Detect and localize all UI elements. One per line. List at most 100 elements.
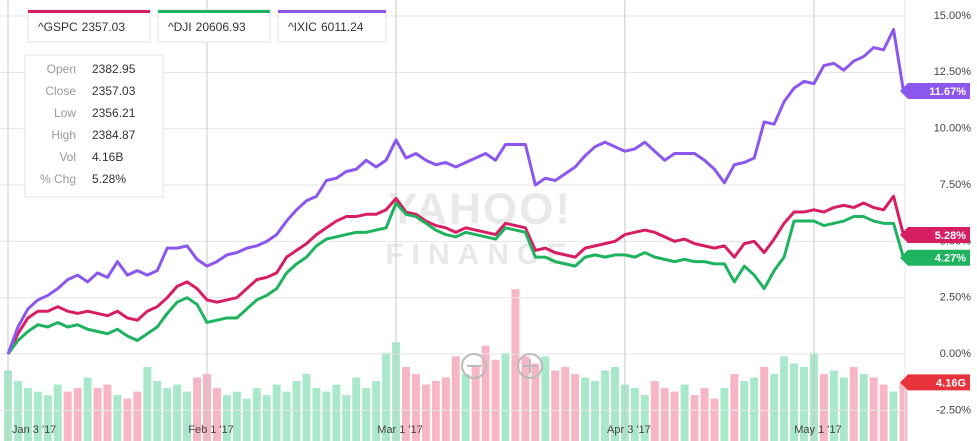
legend-name: ^GSPC [38, 20, 78, 34]
volume-bar [183, 391, 192, 441]
info-value: 2382.95 [92, 62, 136, 76]
volume-bar [322, 391, 331, 441]
volume-bar [780, 356, 789, 441]
info-label: Vol [59, 150, 76, 164]
value-tag: 4.27% [900, 249, 970, 266]
volume-bar [670, 391, 679, 441]
value-tag: 11.67% [900, 83, 970, 100]
volume-bar [700, 388, 709, 441]
volume-bar [252, 388, 261, 441]
volume-bar [163, 388, 172, 441]
info-value: 2357.03 [92, 84, 136, 98]
x-tick-label: Jan 3 '17 [12, 424, 56, 436]
y-tick-label: 7.50% [940, 179, 971, 191]
volume-bar [242, 398, 251, 441]
volume-bar [222, 395, 231, 441]
volume-bar [312, 388, 321, 441]
volume-bar [93, 388, 102, 441]
volume-bar [43, 395, 52, 441]
volume-bar [411, 373, 420, 441]
volume-bar [800, 366, 808, 441]
volume-bar [760, 366, 769, 441]
volume-bar [173, 384, 182, 441]
value-tag-box [900, 227, 970, 244]
info-value: 4.16B [92, 150, 123, 164]
volume-bar [153, 381, 162, 441]
value-tag: 5.28% [900, 227, 970, 244]
volume-bar [571, 373, 580, 441]
info-panel-box [24, 54, 164, 198]
volume-bar [461, 373, 470, 441]
volume-bar [770, 373, 779, 441]
legend-name: ^IXIC [288, 20, 317, 34]
volume-bar [481, 345, 490, 441]
legend-swatch [28, 10, 150, 13]
series-line [6, 194, 905, 355]
value-tag-box [900, 374, 970, 391]
legend-swatch [278, 10, 386, 13]
volume-bar [859, 373, 868, 441]
volume-bar [63, 391, 72, 441]
legend-item[interactable]: ^GSPC 2357.03 [27, 9, 151, 43]
volume-bar [889, 391, 898, 441]
volume-bar [561, 366, 570, 441]
zoom-in-button[interactable] [517, 353, 543, 379]
info-value: 2384.87 [92, 128, 136, 142]
value-tag-label: 5.28% [935, 230, 966, 242]
volume-bar [660, 388, 669, 441]
volume-bar [879, 384, 888, 441]
legend-label: ^GSPC 2357.03 [38, 20, 125, 34]
volume-bar [143, 366, 152, 441]
volume-bar [232, 391, 241, 441]
watermark-text: YAHOO! [388, 185, 572, 234]
volume-bar [690, 395, 699, 441]
info-label: Low [54, 106, 76, 120]
volume-bar [352, 377, 361, 441]
watermark-text: FINANCE [385, 238, 574, 271]
volume-bar [899, 382, 908, 441]
volume-bar [541, 356, 550, 441]
volume-bar [382, 352, 391, 441]
volume-bar [113, 395, 122, 441]
legend-box [27, 9, 151, 43]
legend-box [277, 9, 387, 43]
x-tick-label: Apr 3 '17 [607, 424, 651, 436]
legend: ^GSPC 2357.03 ^DJI 20606.93 ^IXIC 6011.24 [27, 9, 387, 43]
zoom-out-button[interactable] [461, 353, 487, 379]
volume-bar [342, 395, 351, 441]
volume-bar [640, 395, 649, 441]
tags-layer: 5.28% 4.27% 11.67% 4.16G [900, 83, 970, 391]
info-value: 2356.21 [92, 106, 136, 120]
volume-bar [511, 289, 520, 441]
legend-item[interactable]: ^IXIC 6011.24 [277, 9, 387, 43]
legend-price: 6011.24 [321, 20, 364, 34]
volume-bar [123, 398, 132, 441]
volume-bar [282, 391, 291, 441]
volume-bar [730, 373, 739, 441]
volume-bar [471, 366, 480, 441]
lines-layer [6, 28, 905, 355]
legend-swatch [158, 10, 270, 13]
volume-bar [630, 388, 639, 441]
legend-item[interactable]: ^DJI 20606.93 [157, 9, 271, 43]
volume-bar [372, 381, 381, 441]
volume-bar [750, 377, 759, 441]
volume-bar [431, 381, 440, 441]
legend-price: 20606.93 [196, 20, 246, 34]
x-tick-label: May 1 '17 [794, 424, 841, 436]
value-tag-label: 11.67% [929, 86, 966, 98]
volume-bar [650, 381, 659, 441]
info-label: High [51, 128, 76, 142]
volume-layer [4, 289, 908, 441]
watermark: YAHOO! FINANCE [385, 185, 574, 271]
volume-bar [790, 363, 799, 441]
y-tick-label: 2.50% [940, 292, 971, 304]
volume-bar [332, 384, 341, 441]
value-tag-box [900, 249, 970, 266]
legend-price: 2357.03 [82, 20, 126, 34]
info-value: 5.28% [92, 172, 126, 186]
volume-bar [272, 384, 281, 441]
volume-bar [601, 370, 609, 441]
volume-bar [610, 366, 619, 441]
volume-bar [262, 395, 271, 441]
